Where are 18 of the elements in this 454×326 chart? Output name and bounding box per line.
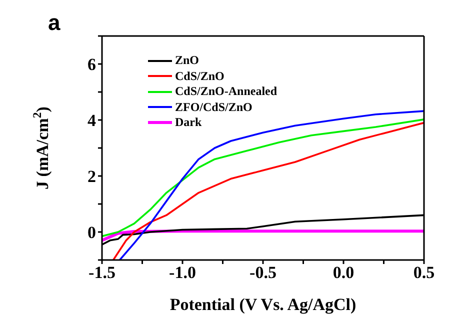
line-series bbox=[102, 118, 424, 238]
x-tick-label: -1.0 bbox=[169, 263, 196, 282]
x-tick-label: -1.5 bbox=[88, 263, 116, 282]
legend-label: CdS/ZnO bbox=[175, 68, 224, 84]
x-tick-label: 0.0 bbox=[332, 263, 354, 282]
legend-label: ZnO bbox=[175, 53, 200, 68]
y-tick-label: 0 bbox=[88, 223, 96, 242]
y-tick-label: 6 bbox=[88, 55, 96, 74]
legend-label: ZFO/CdS/ZnO bbox=[175, 100, 252, 115]
y-tick-label: 2 bbox=[88, 167, 96, 186]
x-tick-label: -0.5 bbox=[250, 263, 276, 282]
legend-label: Dark bbox=[175, 115, 202, 130]
x-tick-label: 0.5 bbox=[413, 263, 435, 282]
legend-label: CdS/ZnO-Annealed bbox=[175, 84, 278, 100]
x-axis-title: Potential (V Vs. Ag/AgCl) bbox=[170, 295, 356, 314]
line-series bbox=[102, 230, 424, 242]
chart-title: a bbox=[48, 10, 60, 36]
y-tick-label: 4 bbox=[88, 111, 96, 130]
